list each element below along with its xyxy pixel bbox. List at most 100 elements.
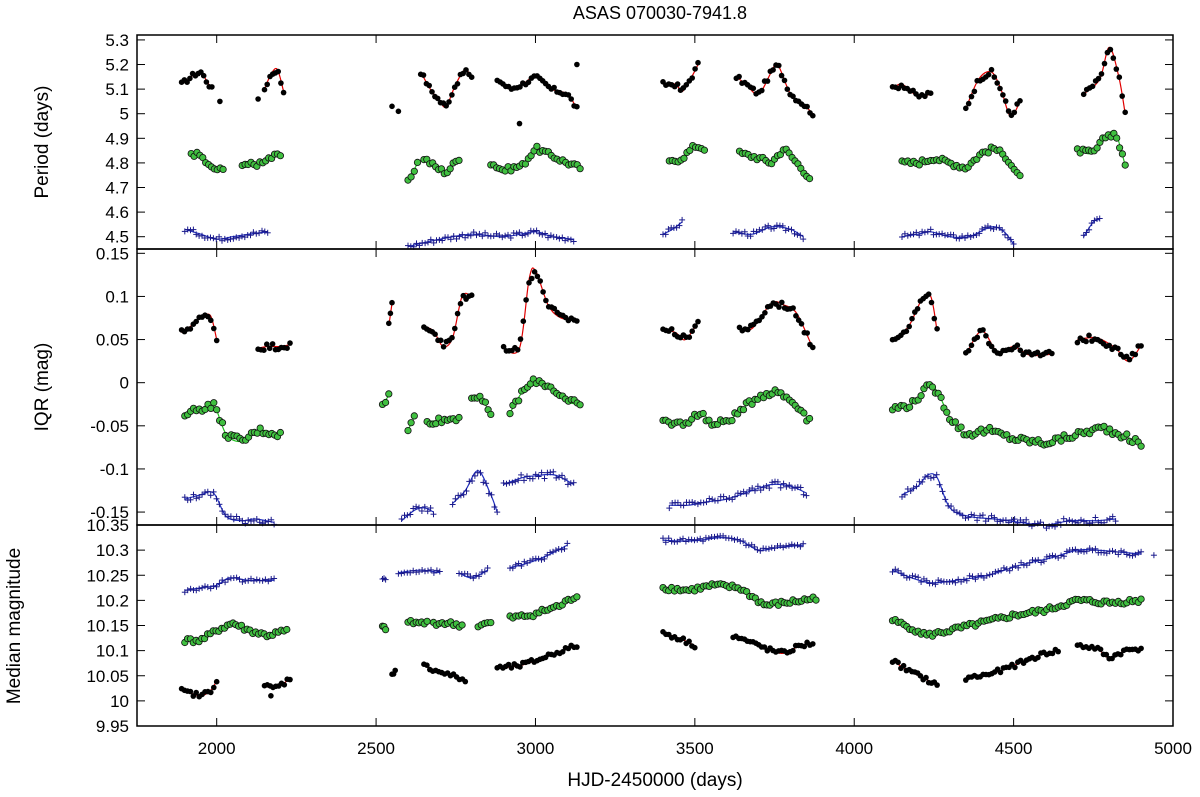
- data-point: [660, 535, 666, 542]
- fit-curve: [901, 473, 1116, 526]
- data-point: [386, 320, 392, 327]
- data-point: [1123, 430, 1131, 438]
- data-point: [264, 81, 271, 88]
- data-point: [576, 401, 584, 409]
- data-point: [573, 593, 581, 601]
- data-point: [762, 223, 769, 230]
- data-point: [447, 236, 454, 243]
- data-point: [187, 326, 194, 332]
- data-point: [452, 325, 458, 332]
- data-point: [261, 228, 268, 235]
- data-point: [427, 236, 434, 243]
- data-point: [1066, 517, 1073, 524]
- data-point: [995, 568, 1002, 575]
- data-point: [512, 561, 519, 568]
- data-point: [1106, 342, 1112, 349]
- data-point: [533, 142, 541, 150]
- data-point: [485, 490, 492, 497]
- data-point: [516, 229, 523, 236]
- data-point: [500, 480, 507, 486]
- data-point: [922, 474, 929, 480]
- data-point: [269, 341, 276, 347]
- data-point: [1000, 92, 1006, 98]
- data-point: [455, 156, 463, 164]
- data-point: [455, 413, 463, 422]
- data-point: [1061, 553, 1067, 560]
- data-point: [508, 665, 515, 671]
- data-point: [1007, 236, 1014, 243]
- data-point: [551, 84, 557, 91]
- data-point: [503, 480, 510, 487]
- data-point: [977, 512, 983, 519]
- data-point: [688, 536, 695, 543]
- data-point: [991, 74, 998, 80]
- data-point: [931, 315, 938, 322]
- data-point: [457, 492, 464, 499]
- data-point: [1016, 172, 1024, 180]
- data-point: [909, 315, 915, 322]
- data-point: [1041, 558, 1047, 565]
- data-point: [224, 236, 231, 243]
- data-point: [245, 517, 252, 524]
- data-point: [1150, 552, 1157, 559]
- data-point: [190, 491, 197, 498]
- data-point: [454, 81, 461, 87]
- data-point: [914, 306, 921, 312]
- data-point: [762, 310, 768, 316]
- data-point: [918, 579, 925, 585]
- data-point: [805, 175, 814, 183]
- data-point: [259, 577, 266, 584]
- data-point: [468, 74, 475, 80]
- data-point: [433, 567, 440, 574]
- data-point: [481, 568, 488, 575]
- data-point: [438, 337, 444, 344]
- data-point: [487, 410, 495, 418]
- data-point: [779, 299, 785, 306]
- data-point: [966, 572, 973, 579]
- data-point: [568, 96, 574, 102]
- data-point: [446, 165, 454, 173]
- data-point: [791, 542, 798, 549]
- data-point: [436, 568, 443, 575]
- data-point: [1032, 557, 1039, 564]
- data-point: [255, 96, 261, 102]
- data-point: [541, 475, 548, 482]
- data-point: [515, 477, 522, 484]
- data-point: [382, 576, 389, 583]
- data-point: [759, 314, 765, 320]
- data-point: [203, 79, 210, 85]
- data-point: [769, 479, 776, 486]
- data-point: [784, 86, 791, 92]
- data-point: [514, 347, 521, 353]
- data-point: [803, 492, 810, 499]
- data-point: [983, 572, 990, 579]
- ytick-label: 10.35: [86, 516, 129, 535]
- data-point: [1060, 515, 1067, 522]
- data-point: [253, 516, 260, 522]
- data-point: [889, 568, 896, 575]
- data-point: [518, 471, 525, 478]
- data-point: [280, 89, 287, 96]
- data-point: [467, 232, 474, 239]
- data-point: [899, 234, 905, 240]
- data-point: [986, 571, 993, 578]
- data-point: [470, 575, 477, 582]
- data-point: [284, 345, 290, 352]
- data-point: [556, 235, 563, 242]
- data-point: [804, 330, 810, 336]
- data-point: [535, 555, 542, 562]
- data-point: [1049, 522, 1056, 529]
- data-point: [726, 495, 733, 501]
- data-point: [1095, 75, 1102, 82]
- data-point: [951, 418, 960, 426]
- data-point: [537, 278, 543, 284]
- data-point: [695, 318, 701, 325]
- data-point: [761, 644, 768, 650]
- data-point: [236, 576, 243, 583]
- data-point: [216, 580, 223, 587]
- data-point: [913, 483, 920, 490]
- data-point: [516, 120, 523, 127]
- data-point: [971, 512, 978, 519]
- data-point: [574, 61, 580, 68]
- data-point: [561, 476, 568, 482]
